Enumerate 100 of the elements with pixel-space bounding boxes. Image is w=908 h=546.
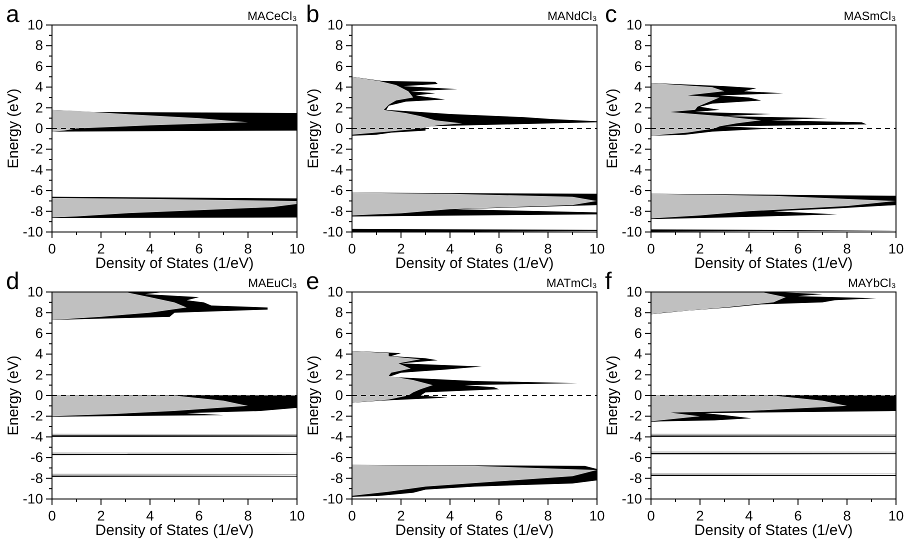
x-tick-label: 10 xyxy=(589,240,605,257)
chart-title: MATmCl₃ xyxy=(546,276,598,290)
text: d xyxy=(6,268,20,295)
y-tick-label: 6 xyxy=(335,324,344,341)
y-tick-label: 10 xyxy=(27,16,44,32)
y-tick-label: 2 xyxy=(634,366,642,382)
y-tick-label: -4 xyxy=(30,428,44,444)
y-tick-label: 0 xyxy=(634,386,642,403)
chart-title: MASmCl₃ xyxy=(844,9,896,23)
y-tick-label: -6 xyxy=(330,182,344,198)
y-tick-label: 6 xyxy=(335,58,344,74)
y-tick-label: 0 xyxy=(35,386,44,403)
y-tick-label: 8 xyxy=(634,304,642,320)
text: b xyxy=(306,1,320,28)
y-tick-label: 0 xyxy=(634,120,642,136)
x-tick-label: 4 xyxy=(146,508,154,524)
y-tick-label: -8 xyxy=(30,470,44,486)
x-tick-label: 0 xyxy=(48,508,56,524)
y-tick-label: -6 xyxy=(30,449,44,466)
y-tick-label: -10 xyxy=(22,490,44,506)
x-axis-title: Density of States (1/eV) xyxy=(395,255,554,272)
chart-title: MAEuCl₃ xyxy=(248,276,298,290)
x-axis-title: Density of States (1/eV) xyxy=(395,522,554,539)
x-tick-label: 0 xyxy=(647,240,656,257)
x-tick-label: 8 xyxy=(244,508,252,524)
x-tick-label: 8 xyxy=(544,240,552,257)
x-tick-label: 10 xyxy=(589,508,605,524)
x-tick-label: 6 xyxy=(495,508,504,524)
y-axis-title: Energy (eV) xyxy=(5,355,22,436)
x-tick-label: 8 xyxy=(244,240,252,257)
y-tick-label: 10 xyxy=(626,16,642,32)
x-tick-label: 10 xyxy=(289,240,305,257)
x-tick-label: 2 xyxy=(397,240,406,257)
y-tick-label: 2 xyxy=(335,366,344,382)
x-tick-label: 8 xyxy=(843,240,852,257)
x-tick-label: 6 xyxy=(794,240,802,257)
chart-title: MANdCl₃ xyxy=(547,9,598,23)
y-tick-label: 8 xyxy=(634,37,642,54)
chart-title: MACeCl₃ xyxy=(247,9,298,23)
y-tick-label: -10 xyxy=(22,223,44,240)
y-tick-label: -2 xyxy=(630,408,642,424)
x-tick-label: 2 xyxy=(696,240,704,257)
x-axis-title: Density of States (1/eV) xyxy=(95,255,254,272)
y-tick-label: 6 xyxy=(35,324,44,341)
y-tick-label: 6 xyxy=(634,324,642,341)
y-tick-label: 10 xyxy=(27,283,44,300)
x-tick-label: 4 xyxy=(446,240,454,257)
x-tick-label: 0 xyxy=(647,508,656,524)
y-tick-label: 2 xyxy=(634,99,642,116)
y-tick-label: 8 xyxy=(335,37,344,54)
y-tick-label: 10 xyxy=(327,283,344,300)
y-tick-label: -2 xyxy=(30,140,44,157)
y-tick-label: -8 xyxy=(630,470,642,486)
y-tick-label: -6 xyxy=(630,182,642,198)
y-tick-label: 8 xyxy=(335,304,344,320)
y-axis-title: Energy (eV) xyxy=(5,88,22,169)
x-tick-label: 0 xyxy=(48,240,56,257)
y-tick-label: 4 xyxy=(634,78,642,95)
text: f xyxy=(605,268,612,295)
y-tick-label: -4 xyxy=(630,428,642,444)
x-axis-title: Density of States (1/eV) xyxy=(694,522,853,539)
x-tick-label: 8 xyxy=(544,508,552,524)
y-axis-title: Energy (eV) xyxy=(305,88,322,169)
y-tick-label: 6 xyxy=(35,58,44,74)
y-tick-label: -8 xyxy=(30,202,44,219)
x-axis-title: Density of States (1/eV) xyxy=(95,522,254,539)
y-tick-label: -8 xyxy=(330,202,344,219)
chart-title: MAYbCl₃ xyxy=(848,276,896,290)
x-tick-label: 8 xyxy=(843,508,852,524)
y-tick-label: 4 xyxy=(335,346,344,362)
y-tick-label: 10 xyxy=(327,16,344,32)
text: a xyxy=(6,1,20,28)
y-tick-label: -8 xyxy=(330,470,344,486)
y-tick-label: -10 xyxy=(322,223,344,240)
y-tick-label: 4 xyxy=(634,346,642,362)
y-tick-label: 0 xyxy=(335,120,344,136)
y-tick-label: -2 xyxy=(30,408,44,424)
y-tick-label: -6 xyxy=(330,449,344,466)
x-tick-label: 0 xyxy=(348,240,356,257)
y-tick-label: 6 xyxy=(634,58,642,74)
y-tick-label: -4 xyxy=(330,161,344,178)
y-tick-label: -2 xyxy=(630,140,642,157)
x-tick-label: 4 xyxy=(446,508,454,524)
y-axis-title: Energy (eV) xyxy=(604,88,621,169)
x-tick-label: 4 xyxy=(745,240,754,257)
y-tick-label: 4 xyxy=(35,78,44,95)
text: e xyxy=(306,268,320,295)
x-tick-label: 6 xyxy=(195,240,204,257)
y-tick-label: -2 xyxy=(330,140,344,157)
y-tick-label: -8 xyxy=(630,202,642,219)
x-tick-label: 4 xyxy=(146,240,154,257)
x-tick-label: 2 xyxy=(397,508,406,524)
y-tick-label: -10 xyxy=(322,490,344,506)
y-tick-label: 8 xyxy=(35,304,44,320)
x-tick-label: 6 xyxy=(495,240,504,257)
y-tick-label: -6 xyxy=(30,182,44,198)
x-tick-label: 10 xyxy=(888,240,904,257)
y-tick-label: -6 xyxy=(630,449,642,466)
x-tick-label: 0 xyxy=(348,508,356,524)
y-tick-label: 4 xyxy=(335,78,344,95)
